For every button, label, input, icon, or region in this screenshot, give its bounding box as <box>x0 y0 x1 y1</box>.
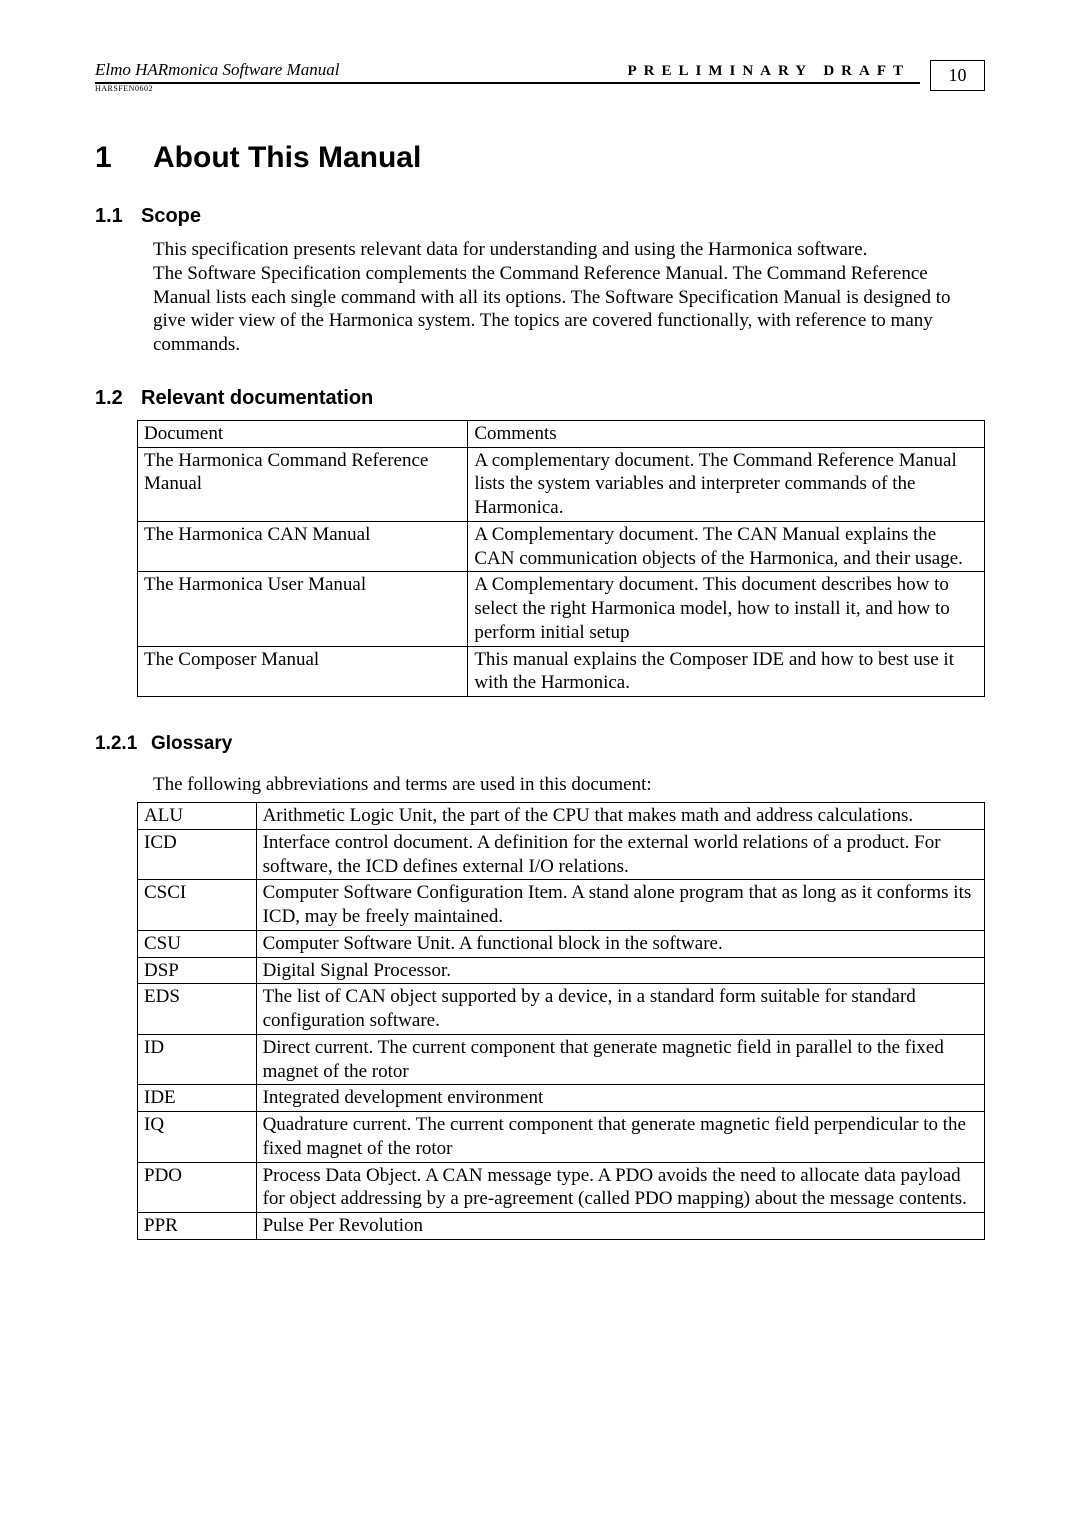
glossary-title: Glossary <box>151 733 232 754</box>
definition: Direct current. The current component th… <box>256 1034 984 1085</box>
table-row: ALUArithmetic Logic Unit, the part of th… <box>138 803 985 830</box>
header-doc-code: HARSFEN0602 <box>95 84 920 93</box>
page-number-box: 10 <box>930 60 985 91</box>
term: CSU <box>138 930 257 957</box>
relevant-heading: 1.2Relevant documentation <box>95 387 985 410</box>
term: ALU <box>138 803 257 830</box>
table-row: CSUComputer Software Unit. A functional … <box>138 930 985 957</box>
term: ICD <box>138 829 257 880</box>
definition: Computer Software Configuration Item. A … <box>256 880 984 931</box>
header-draft-label: PRELIMINARY DRAFT <box>628 63 911 80</box>
definition: Computer Software Unit. A functional blo… <box>256 930 984 957</box>
definition: Process Data Object. A CAN message type.… <box>256 1162 984 1213</box>
th-document: Document <box>138 420 468 447</box>
relevant-number: 1.2 <box>95 387 141 410</box>
scope-heading: 1.1Scope <box>95 205 985 228</box>
cell-doc: The Harmonica CAN Manual <box>138 521 468 572</box>
term: ID <box>138 1034 257 1085</box>
th-comments: Comments <box>468 420 985 447</box>
table-row: The Harmonica CAN Manual A Complementary… <box>138 521 985 572</box>
definition: Digital Signal Processor. <box>256 957 984 984</box>
glossary-number: 1.2.1 <box>95 733 151 755</box>
table-row: IDEIntegrated development environment <box>138 1085 985 1112</box>
cell-com: A Complementary document. This document … <box>468 572 985 646</box>
definition: The list of CAN object supported by a de… <box>256 984 984 1035</box>
table-header-row: Document Comments <box>138 420 985 447</box>
term: CSCI <box>138 880 257 931</box>
cell-com: A complementary document. The Command Re… <box>468 447 985 521</box>
scope-paragraph-2: The Software Specification complements t… <box>153 262 985 357</box>
cell-doc: The Composer Manual <box>138 646 468 697</box>
table-row: The Harmonica User Manual A Complementar… <box>138 572 985 646</box>
term: IDE <box>138 1085 257 1112</box>
section-title-text: About This Manual <box>153 141 421 174</box>
cell-com: A Complementary document. The CAN Manual… <box>468 521 985 572</box>
relevant-title: Relevant documentation <box>141 387 373 409</box>
glossary-intro: The following abbreviations and terms ar… <box>153 774 985 796</box>
glossary-heading: 1.2.1Glossary <box>95 733 985 755</box>
term: PDO <box>138 1162 257 1213</box>
term: PPR <box>138 1213 257 1240</box>
definition: Integrated development environment <box>256 1085 984 1112</box>
term: IQ <box>138 1112 257 1163</box>
cell-doc: The Harmonica Command Reference Manual <box>138 447 468 521</box>
header-row: Elmo HARmonica Software Manual PRELIMINA… <box>95 60 920 80</box>
scope-title: Scope <box>141 205 201 227</box>
definition: Quadrature current. The current componen… <box>256 1112 984 1163</box>
table-row: EDSThe list of CAN object supported by a… <box>138 984 985 1035</box>
term: EDS <box>138 984 257 1035</box>
scope-number: 1.1 <box>95 205 141 228</box>
table-row: DSPDigital Signal Processor. <box>138 957 985 984</box>
page-number: 10 <box>949 65 967 85</box>
table-row: The Harmonica Command Reference Manual A… <box>138 447 985 521</box>
table-row: IDDirect current. The current component … <box>138 1034 985 1085</box>
cell-doc: The Harmonica User Manual <box>138 572 468 646</box>
table-row: PDOProcess Data Object. A CAN message ty… <box>138 1162 985 1213</box>
table-row: The Composer Manual This manual explains… <box>138 646 985 697</box>
definition: Interface control document. A definition… <box>256 829 984 880</box>
section-number: 1 <box>95 141 153 175</box>
glossary-table-wrap: ALUArithmetic Logic Unit, the part of th… <box>137 802 985 1240</box>
table-row: IQQuadrature current. The current compon… <box>138 1112 985 1163</box>
header-doc-title: Elmo HARmonica Software Manual <box>95 60 339 80</box>
scope-paragraph-1: This specification presents relevant dat… <box>153 238 985 262</box>
relevant-docs-table: Document Comments The Harmonica Command … <box>137 420 985 697</box>
glossary-table: ALUArithmetic Logic Unit, the part of th… <box>137 802 985 1240</box>
table-row: ICDInterface control document. A definit… <box>138 829 985 880</box>
definition: Pulse Per Revolution <box>256 1213 984 1240</box>
relevant-table-wrap: Document Comments The Harmonica Command … <box>137 420 985 697</box>
header-main: Elmo HARmonica Software Manual PRELIMINA… <box>95 60 920 93</box>
term: DSP <box>138 957 257 984</box>
cell-com: This manual explains the Composer IDE an… <box>468 646 985 697</box>
page-header: Elmo HARmonica Software Manual PRELIMINA… <box>95 60 985 93</box>
table-row: CSCIComputer Software Configuration Item… <box>138 880 985 931</box>
table-row: PPRPulse Per Revolution <box>138 1213 985 1240</box>
section-heading: 1About This Manual <box>95 141 985 175</box>
scope-body: This specification presents relevant dat… <box>153 238 985 357</box>
definition: Arithmetic Logic Unit, the part of the C… <box>256 803 984 830</box>
